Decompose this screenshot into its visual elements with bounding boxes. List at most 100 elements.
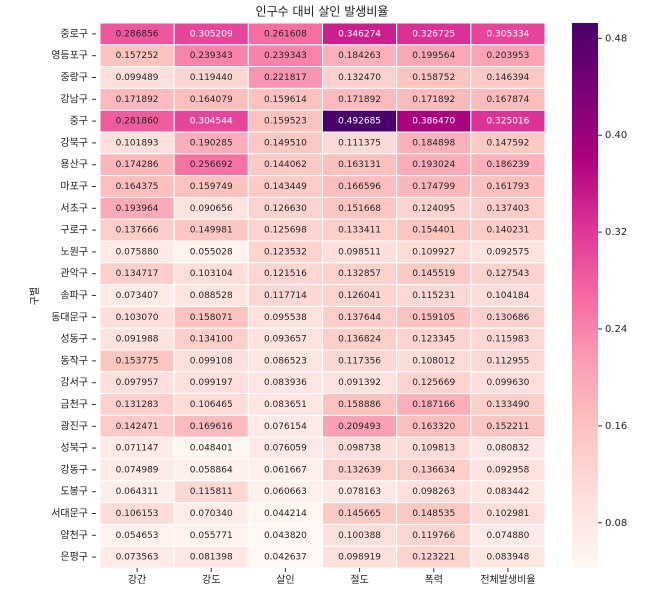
- x-tick-label: 전체발생비율: [480, 574, 535, 586]
- cell-label: 0.166596: [338, 182, 381, 192]
- cell-label: 0.163131: [338, 160, 381, 170]
- cell-label: 0.119440: [190, 73, 233, 83]
- y-tick-label: 양천구: [60, 529, 88, 541]
- cell-label: 0.281860: [116, 117, 159, 127]
- cell-label: 0.091392: [338, 378, 381, 388]
- cell-label: 0.101893: [116, 138, 159, 148]
- x-tick-label: 살인: [276, 574, 294, 586]
- cell-label: 0.070340: [190, 509, 233, 519]
- cell-label: 0.132857: [338, 269, 381, 279]
- cell-label: 0.060663: [264, 487, 307, 497]
- cell-label: 0.097957: [116, 378, 159, 388]
- cell-label: 0.492685: [338, 117, 381, 127]
- colorbar-tick-label: 0.40: [605, 130, 627, 141]
- cell-label: 0.203953: [486, 51, 529, 61]
- y-tick-label: 성북구: [60, 442, 88, 454]
- cell-label: 0.100388: [338, 531, 381, 541]
- cell-label: 0.061667: [264, 465, 307, 475]
- cell-label: 0.199564: [412, 51, 455, 61]
- cell-label: 0.158886: [338, 400, 381, 410]
- cell-label: 0.133411: [338, 226, 381, 236]
- cell-label: 0.305334: [486, 29, 529, 39]
- y-tick-label: 강서구: [60, 377, 88, 389]
- colorbar-tick-label: 0.24: [605, 324, 627, 335]
- cell-label: 0.325016: [486, 117, 529, 127]
- cell-label: 0.119766: [412, 531, 455, 541]
- cell-label: 0.103104: [190, 269, 233, 279]
- y-axis-label: 구별: [29, 287, 41, 305]
- cell-label: 0.164079: [190, 95, 233, 105]
- x-tick-label: 폭력: [425, 574, 443, 586]
- chart-title: 인구수 대비 살인 발생비율: [256, 5, 389, 19]
- cell-label: 0.142471: [116, 422, 159, 432]
- y-tick-label: 서초구: [60, 202, 88, 214]
- colorbar: [572, 23, 598, 568]
- cell-label: 0.148535: [412, 509, 455, 519]
- cell-label: 0.125669: [412, 378, 455, 388]
- cell-label: 0.083651: [264, 400, 307, 410]
- cell-label: 0.078163: [338, 487, 381, 497]
- cell-label: 0.286856: [116, 29, 159, 39]
- cell-label: 0.074989: [116, 465, 159, 475]
- colorbar-tick-label: 0.08: [605, 518, 627, 529]
- cell-label: 0.076059: [264, 444, 307, 454]
- cell-label: 0.184263: [338, 51, 381, 61]
- cell-label: 0.083948: [486, 553, 529, 563]
- cell-label: 0.073563: [116, 553, 159, 563]
- cell-label: 0.157252: [116, 51, 159, 61]
- cell-label: 0.074880: [486, 531, 529, 541]
- cell-label: 0.098263: [412, 487, 455, 497]
- colorbar-tick-label: 0.16: [605, 421, 627, 432]
- cell-label: 0.080832: [486, 444, 529, 454]
- y-tick-label: 마포구: [60, 181, 88, 193]
- cell-label: 0.193964: [116, 204, 159, 214]
- cell-label: 0.149981: [190, 226, 233, 236]
- cell-label: 0.112955: [486, 356, 529, 366]
- cell-label: 0.104184: [486, 291, 529, 301]
- cell-label: 0.143449: [264, 182, 307, 192]
- cell-label: 0.137403: [486, 204, 529, 214]
- cell-label: 0.239343: [190, 51, 233, 61]
- x-tick-label: 강간: [128, 574, 146, 586]
- y-tick-label: 구로구: [60, 225, 88, 236]
- cell-label: 0.054653: [116, 531, 159, 541]
- cell-label: 0.140231: [486, 226, 529, 236]
- y-tick-label: 강동구: [60, 464, 88, 476]
- cell-label: 0.115811: [190, 487, 233, 497]
- cell-label: 0.144062: [264, 160, 307, 170]
- cell-label: 0.326725: [412, 29, 455, 39]
- cell-label: 0.044214: [264, 509, 307, 519]
- cell-label: 0.103070: [116, 313, 159, 323]
- x-tick-label: 강도: [202, 574, 220, 586]
- y-tick-label: 서대문구: [51, 508, 88, 520]
- cell-label: 0.221817: [264, 73, 307, 83]
- cell-label: 0.064311: [116, 487, 159, 497]
- cell-label: 0.134717: [116, 269, 159, 279]
- cell-label: 0.090656: [190, 204, 233, 214]
- cell-label: 0.126041: [338, 291, 381, 301]
- cell-label: 0.386470: [412, 117, 455, 127]
- cell-label: 0.239343: [264, 51, 307, 61]
- cell-label: 0.304544: [190, 117, 233, 127]
- y-tick-label: 관악구: [60, 268, 88, 280]
- x-tick-label: 절도: [350, 573, 368, 586]
- cell-label: 0.167874: [486, 95, 529, 105]
- y-tick-label: 금천구: [60, 399, 88, 411]
- cell-label: 0.136634: [412, 465, 455, 475]
- cell-label: 0.058864: [190, 465, 233, 475]
- cell-label: 0.081398: [190, 553, 233, 563]
- cell-label: 0.115231: [412, 291, 455, 301]
- cell-label: 0.098919: [338, 553, 381, 563]
- colorbar-tick-label: 0.32: [605, 227, 627, 238]
- cell-label: 0.073407: [116, 291, 159, 301]
- cell-label: 0.055771: [190, 531, 233, 541]
- cell-label: 0.098738: [338, 444, 381, 454]
- y-tick-label: 동대문구: [51, 311, 88, 323]
- cell-label: 0.159523: [264, 117, 307, 127]
- cell-label: 0.055028: [190, 247, 233, 257]
- cell-label: 0.117714: [264, 291, 307, 301]
- cell-label: 0.149510: [264, 138, 307, 148]
- cell-label: 0.109813: [412, 444, 455, 454]
- y-tick-label: 도봉구: [60, 486, 88, 498]
